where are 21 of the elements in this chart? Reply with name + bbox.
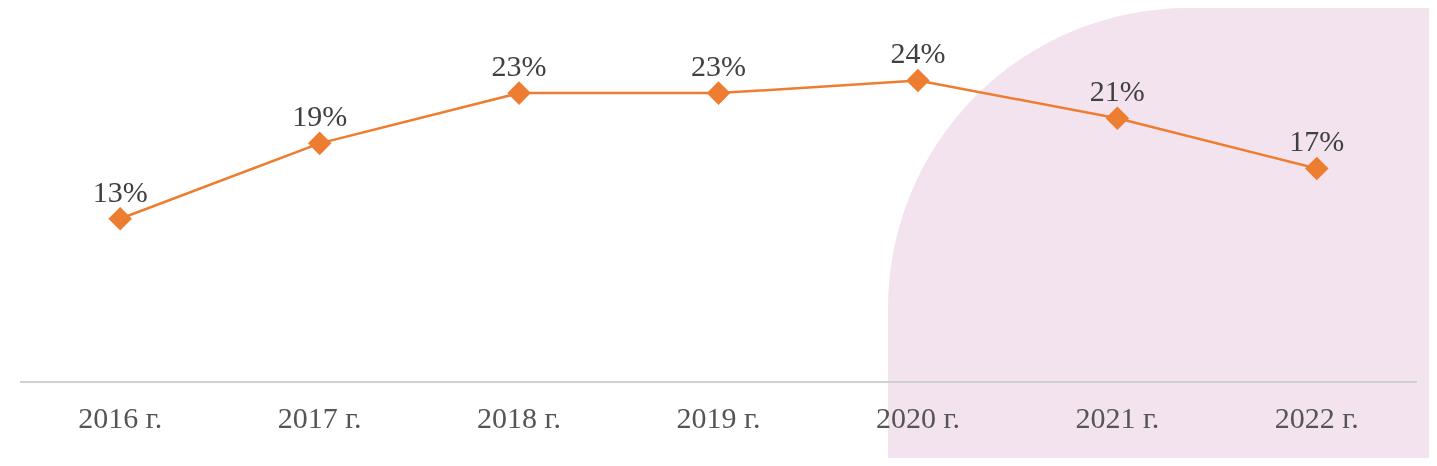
point <box>108 207 132 230</box>
point <box>707 81 730 105</box>
data-label: 23% <box>491 49 547 82</box>
point <box>308 132 331 155</box>
data-label: 21% <box>1089 74 1145 108</box>
x-tick-label: 2016 г. <box>78 400 163 434</box>
data-label: 23% <box>691 49 746 82</box>
data-label: 24% <box>890 36 946 70</box>
data-label: 17% <box>1289 124 1345 158</box>
x-tick-label: 2021 г. <box>1075 400 1160 434</box>
data-label: 19% <box>292 99 348 133</box>
x-tick-label: 2022 г. <box>1274 400 1359 434</box>
data-label: 13% <box>92 174 148 208</box>
point <box>1305 157 1329 180</box>
point <box>507 81 531 105</box>
x-tick-label: 2019 г. <box>676 400 761 434</box>
x-tick-label: 2020 г. <box>875 400 960 434</box>
x-tick-label: 2017 г. <box>277 400 362 434</box>
point <box>906 69 930 92</box>
x-tick-label: 2018 г. <box>477 400 562 434</box>
point <box>1106 106 1129 130</box>
